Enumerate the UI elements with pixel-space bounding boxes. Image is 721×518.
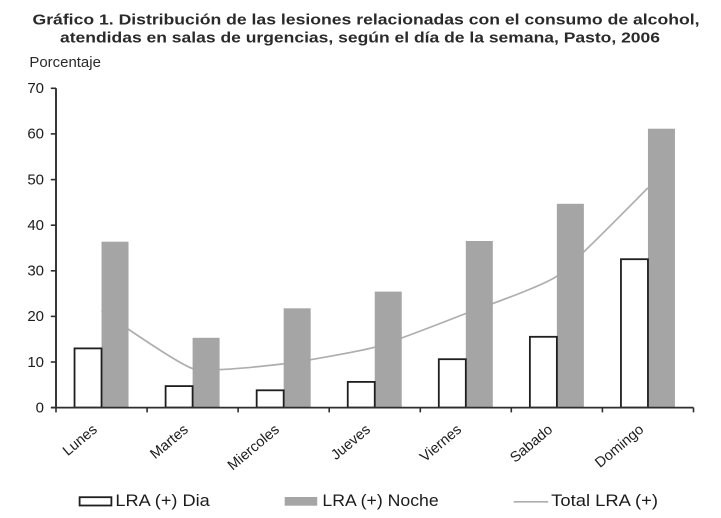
- svg-text:0: 0: [36, 399, 44, 416]
- svg-text:10: 10: [27, 354, 44, 371]
- svg-text:atendidas en salas de urgencia: atendidas en salas de urgencias, según e…: [60, 31, 660, 47]
- svg-text:70: 70: [27, 80, 44, 97]
- svg-text:30: 30: [27, 263, 44, 280]
- svg-text:50: 50: [27, 171, 44, 188]
- svg-text:60: 60: [27, 126, 44, 143]
- svg-text:Gráfico 1. Distribución de las: Gráfico 1. Distribución de las lesiones …: [33, 13, 700, 29]
- svg-text:20: 20: [27, 308, 44, 325]
- svg-text:LRA (+) Dia: LRA (+) Dia: [115, 492, 210, 510]
- svg-text:LRA (+) Noche: LRA (+) Noche: [322, 492, 438, 510]
- svg-text:Porcentaje: Porcentaje: [29, 54, 101, 71]
- svg-text:40: 40: [27, 217, 44, 234]
- svg-text:Total LRA (+): Total LRA (+): [551, 492, 658, 510]
